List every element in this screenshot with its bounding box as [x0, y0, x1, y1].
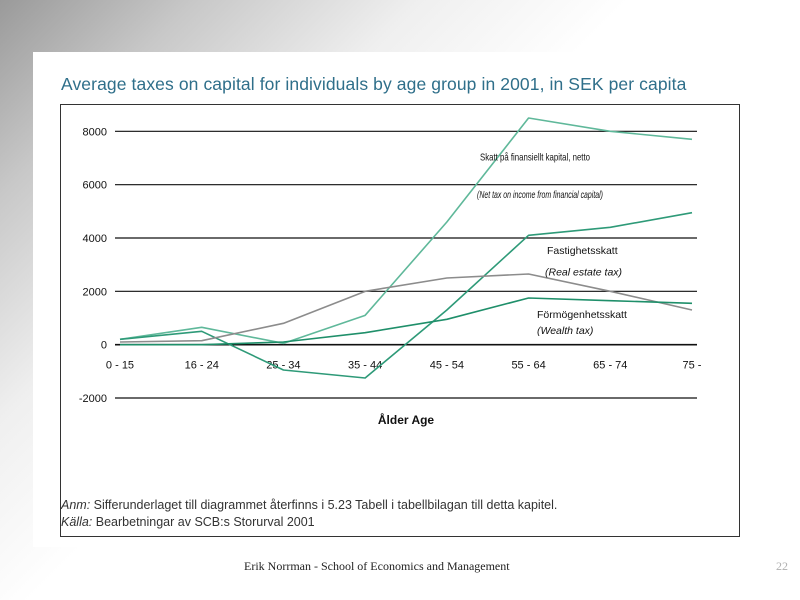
slide: Average taxes on capital for individuals…: [33, 52, 766, 547]
x-tick-label: 16 - 24: [185, 360, 219, 372]
note-source: Källa: Bearbetningar av SCB:s Storurval …: [61, 514, 557, 531]
x-tick-label: 0 - 15: [106, 360, 134, 372]
y-tick-label: 4000: [83, 233, 107, 245]
y-tick-label: 8000: [83, 126, 107, 138]
series-line: [119, 273, 693, 343]
y-tick-label: 6000: [83, 180, 107, 192]
x-tick-label: 25 - 34: [266, 360, 300, 372]
x-axis-label: Ålder Age: [378, 412, 435, 427]
page-number: 22: [776, 559, 788, 573]
note-source-label: Källa:: [61, 515, 93, 529]
x-tick-label: 35 - 44: [348, 360, 382, 372]
note-anm-text: Sifferunderlaget till diagrammet återfin…: [93, 498, 558, 512]
x-tick-label: 55 - 64: [511, 360, 545, 372]
y-tick-label: -2000: [79, 393, 107, 405]
series-label-en: (Real estate tax): [545, 266, 622, 278]
x-tick-label: 45 - 54: [430, 360, 464, 372]
y-tick-label: 0: [101, 340, 107, 352]
slide-footer: Erik Norrman - School of Economics and M…: [244, 559, 510, 573]
note-anm: Anm: Sifferunderlaget till diagrammet åt…: [61, 497, 557, 514]
series-label: Skatt på finansiellt kapital, netto: [480, 152, 590, 164]
chart-title: Average taxes on capital for individuals…: [61, 74, 687, 94]
chart-notes: Anm: Sifferunderlaget till diagrammet åt…: [61, 497, 557, 531]
series-line: [120, 297, 693, 346]
series-label-en: (Net tax on income from financial capita…: [477, 189, 603, 201]
series-label: Förmögenhetsskatt: [537, 309, 627, 321]
series-line: [119, 117, 693, 345]
note-source-text: Bearbetningar av SCB:s Storurval 2001: [95, 515, 315, 529]
series-label: Fastighetsskatt: [547, 245, 618, 257]
series-label-en: (Wealth tax): [537, 325, 593, 337]
x-tick-label: 65 - 74: [593, 360, 627, 372]
note-anm-label: Anm:: [61, 498, 91, 512]
x-tick-label: 75 -: [683, 360, 702, 372]
y-tick-label: 2000: [83, 286, 107, 298]
